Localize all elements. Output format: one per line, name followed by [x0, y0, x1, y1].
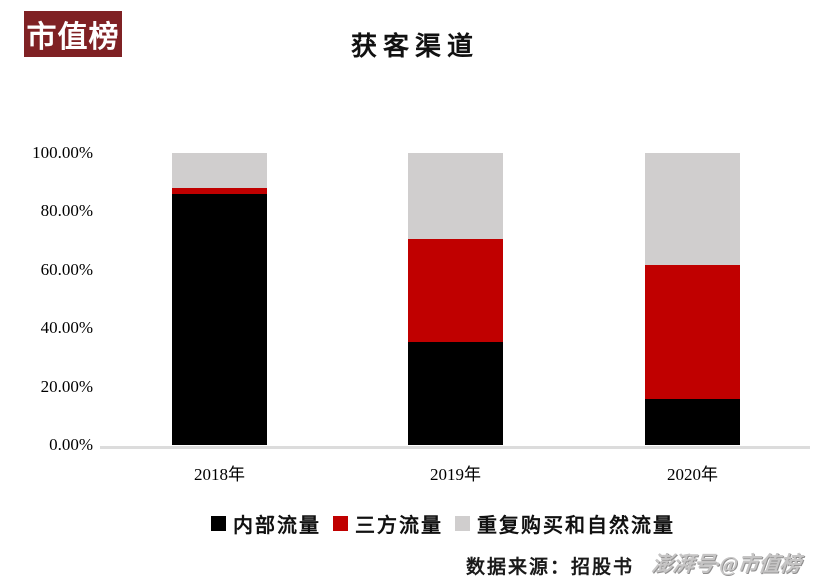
data-source-note: 数据来源：招股书 [466, 557, 635, 578]
stacked-bar [645, 153, 740, 445]
bar-segment [645, 153, 740, 265]
legend-item: 内部流量 [211, 509, 321, 538]
x-axis-category-label: 2020年 [667, 465, 718, 484]
watermark-text: 澎湃号·@市值榜 [650, 552, 802, 576]
legend-swatch [455, 516, 470, 531]
chart-title: 获客渠道 [350, 32, 479, 61]
bar-segment [172, 153, 267, 189]
legend-swatch [333, 516, 348, 531]
bar-segment [172, 194, 267, 445]
bar-segment [408, 153, 503, 239]
legend-item: 三方流量 [333, 509, 443, 538]
legend-item: 重复购买和自然流量 [455, 509, 675, 538]
chart-legend: 内部流量 三方流量 重复购买和自然流量 [211, 509, 687, 538]
bar-segment [408, 238, 503, 342]
y-axis-tick-label: 60.00% [40, 259, 93, 279]
bar-segment [645, 264, 740, 399]
legend-label: 重复购买和自然流量 [477, 515, 675, 537]
brand-logo: 市值榜 [24, 11, 122, 57]
bar-segment [645, 398, 740, 445]
stacked-bar [172, 153, 267, 445]
y-axis-tick-label: 100.00% [32, 143, 93, 162]
y-axis-tick-label: 80.00% [40, 201, 93, 221]
legend-label: 内部流量 [233, 515, 321, 537]
x-axis-category-label: 2018年 [194, 465, 245, 484]
y-axis-tick-label: 20.00% [40, 376, 93, 396]
legend-swatch [211, 516, 226, 531]
bar-segment [408, 341, 503, 445]
y-axis-tick-label: 40.00% [40, 318, 93, 338]
brand-logo-text: 市值榜 [26, 21, 120, 54]
stacked-bar [408, 153, 503, 445]
legend-label: 三方流量 [355, 515, 443, 537]
y-axis-tick-label: 0.00% [49, 435, 93, 454]
x-axis-line [100, 446, 810, 449]
bar-segment [172, 188, 267, 195]
x-axis-category-label: 2019年 [430, 465, 481, 484]
